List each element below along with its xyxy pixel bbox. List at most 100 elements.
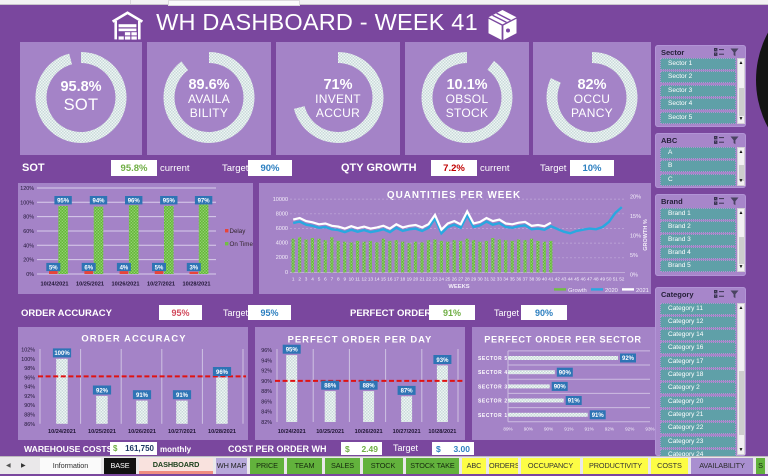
svg-text:88%: 88% [324, 384, 337, 390]
svg-text:96%: 96% [216, 370, 229, 376]
svg-text:41: 41 [548, 277, 554, 282]
svg-text:3: 3 [305, 277, 308, 282]
svg-text:97%: 97% [198, 199, 211, 205]
svg-text:92%: 92% [625, 427, 634, 432]
svg-text:2020: 2020 [605, 288, 618, 294]
svg-text:2: 2 [298, 277, 301, 282]
svg-text:47: 47 [587, 277, 593, 282]
svg-text:14: 14 [374, 277, 380, 282]
svg-text:88%: 88% [24, 413, 35, 419]
svg-text:80%: 80% [23, 215, 34, 221]
svg-text:10/27/2021: 10/27/2021 [168, 429, 196, 435]
svg-text:43: 43 [561, 277, 567, 282]
svg-text:120%: 120% [20, 186, 34, 192]
svg-text:40%: 40% [23, 243, 34, 249]
svg-text:10/28/2021: 10/28/2021 [183, 282, 211, 288]
svg-text:84%: 84% [261, 410, 272, 416]
svg-text:95%: 95% [57, 199, 70, 205]
svg-text:44: 44 [568, 277, 574, 282]
svg-text:10/24/2021: 10/24/2021 [48, 429, 76, 435]
svg-text:90%: 90% [24, 403, 35, 409]
svg-text:10/24/2021: 10/24/2021 [41, 282, 69, 288]
svg-text:ORDER ACCURACY: ORDER ACCURACY [81, 333, 186, 344]
svg-text:5: 5 [318, 277, 321, 282]
svg-text:Delay: Delay [230, 228, 247, 235]
svg-text:5%: 5% [155, 265, 164, 271]
svg-text:On Time: On Time [230, 241, 254, 248]
svg-text:7: 7 [331, 277, 334, 282]
svg-text:92%: 92% [605, 427, 614, 432]
svg-text:91%: 91% [176, 393, 189, 399]
svg-text:93%: 93% [436, 358, 449, 364]
svg-text:42: 42 [555, 277, 561, 282]
svg-text:37: 37 [522, 277, 528, 282]
svg-text:102%: 102% [21, 348, 35, 354]
svg-text:95%: 95% [163, 199, 176, 205]
svg-text:30: 30 [477, 277, 483, 282]
svg-text:10/25/2021: 10/25/2021 [88, 429, 116, 435]
svg-text:100%: 100% [54, 351, 70, 357]
svg-text:12: 12 [361, 277, 367, 282]
svg-text:6000: 6000 [276, 226, 288, 232]
svg-text:5%: 5% [630, 253, 638, 259]
svg-text:91%: 91% [592, 413, 605, 419]
svg-text:82%: 82% [261, 420, 272, 426]
svg-text:10: 10 [349, 277, 355, 282]
svg-text:40: 40 [542, 277, 548, 282]
svg-text:29: 29 [471, 277, 477, 282]
svg-text:2021: 2021 [636, 288, 649, 294]
svg-text:96%: 96% [24, 375, 35, 381]
svg-text:SECTOR 3: SECTOR 3 [478, 384, 508, 390]
svg-text:10/28/2021: 10/28/2021 [208, 429, 236, 435]
svg-text:WEEKS: WEEKS [448, 284, 469, 290]
svg-text:10/25/2021: 10/25/2021 [316, 429, 344, 435]
svg-text:SECTOR 1: SECTOR 1 [478, 413, 508, 419]
svg-text:90%: 90% [544, 427, 553, 432]
svg-text:GROWTH %: GROWTH % [643, 219, 649, 251]
svg-text:51: 51 [613, 277, 619, 282]
svg-text:92%: 92% [24, 394, 35, 400]
svg-text:90%: 90% [554, 385, 567, 391]
svg-text:SECTOR 4: SECTOR 4 [478, 370, 508, 376]
svg-text:86%: 86% [24, 422, 35, 428]
svg-text:QUANTITIES PER WEEK: QUANTITIES PER WEEK [387, 190, 521, 201]
svg-text:90%: 90% [559, 370, 572, 376]
svg-text:PERFECT ORDER PER SECTOR: PERFECT ORDER PER SECTOR [484, 335, 642, 345]
svg-text:20%: 20% [630, 195, 641, 201]
svg-text:88%: 88% [261, 389, 272, 395]
svg-text:8: 8 [337, 277, 340, 282]
svg-text:10/27/2021: 10/27/2021 [147, 282, 175, 288]
svg-text:21: 21 [419, 277, 425, 282]
svg-text:10/26/2021: 10/26/2021 [128, 429, 156, 435]
svg-text:10/26/2021: 10/26/2021 [355, 429, 383, 435]
svg-text:8000: 8000 [276, 212, 288, 218]
svg-text:SECTOR 5: SECTOR 5 [478, 356, 508, 362]
svg-text:17: 17 [394, 277, 400, 282]
svg-text:60%: 60% [23, 229, 34, 235]
svg-text:11: 11 [355, 277, 360, 282]
svg-text:90%: 90% [524, 427, 533, 432]
svg-text:3%: 3% [189, 265, 198, 271]
svg-text:91%: 91% [564, 427, 573, 432]
svg-text:93%: 93% [645, 427, 654, 432]
svg-text:28: 28 [465, 277, 471, 282]
svg-text:31: 31 [484, 277, 490, 282]
svg-text:96%: 96% [128, 199, 141, 205]
svg-text:10/28/2021: 10/28/2021 [428, 429, 456, 435]
svg-text:0: 0 [285, 270, 288, 276]
svg-text:4%: 4% [120, 265, 129, 271]
svg-text:48: 48 [593, 277, 599, 282]
svg-text:Growth: Growth [568, 288, 587, 294]
svg-text:91%: 91% [568, 399, 581, 405]
svg-text:95%: 95% [286, 348, 299, 354]
svg-text:2000: 2000 [276, 255, 288, 261]
svg-text:91%: 91% [584, 427, 593, 432]
svg-text:46: 46 [580, 277, 586, 282]
svg-text:PERFECT ORDER PER DAY: PERFECT ORDER PER DAY [288, 334, 433, 345]
svg-text:10/26/2021: 10/26/2021 [112, 282, 140, 288]
svg-text:0%: 0% [26, 272, 34, 278]
svg-text:89%: 89% [503, 427, 512, 432]
svg-text:92%: 92% [96, 388, 109, 394]
svg-text:98%: 98% [24, 366, 35, 372]
svg-text:94%: 94% [92, 199, 105, 205]
